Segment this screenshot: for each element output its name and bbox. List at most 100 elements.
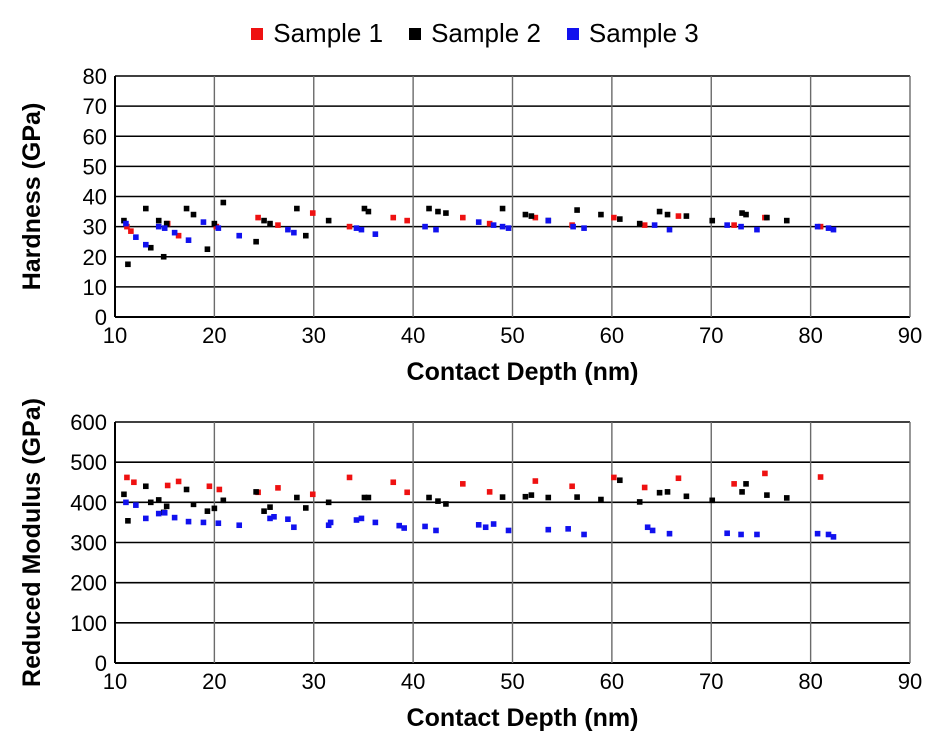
data-point (565, 526, 571, 532)
data-point (422, 223, 428, 230)
data-point (505, 225, 512, 231)
data-point (143, 515, 149, 522)
data-point (598, 496, 604, 503)
x-tick-label: 80 (798, 669, 822, 694)
x-tick-label: 10 (103, 669, 127, 694)
data-point (325, 217, 332, 224)
data-point (486, 220, 493, 227)
data-point (275, 222, 281, 228)
data-point (675, 475, 682, 482)
data-point (327, 519, 334, 526)
data-point (143, 205, 149, 212)
data-point (121, 491, 127, 498)
data-point (121, 217, 127, 224)
data-point (709, 497, 716, 504)
data-point (443, 501, 449, 507)
data-point (160, 253, 167, 260)
data-point (664, 489, 671, 495)
data-point (215, 520, 222, 527)
data-point (636, 220, 643, 227)
x-tick-label: 20 (202, 323, 226, 348)
data-point (204, 508, 211, 514)
data-point (294, 494, 300, 501)
data-point (528, 213, 535, 219)
legend-item-sample-1: Sample 1 (251, 18, 383, 49)
data-point (738, 531, 744, 538)
data-point (303, 505, 309, 511)
data-point (211, 220, 218, 227)
data-point (499, 223, 506, 230)
series-sample-3 (123, 217, 837, 248)
data-point (754, 226, 760, 233)
data-point (183, 205, 190, 212)
y-tick-label: 400 (70, 490, 107, 515)
data-point (309, 210, 316, 216)
legend-label-sample-1: Sample 1 (273, 18, 384, 48)
data-point (783, 495, 790, 501)
data-point (206, 483, 213, 490)
x-tick-label: 30 (302, 323, 326, 348)
x-tick-label: 10 (103, 323, 127, 348)
x-tick-label: 40 (401, 669, 425, 694)
legend: Sample 1 Sample 2 Sample 3 (0, 18, 950, 49)
data-point (522, 211, 529, 218)
x-tick-label: 70 (699, 323, 723, 348)
data-point (683, 493, 690, 500)
data-point (353, 517, 360, 523)
data-point (372, 231, 379, 237)
data-point (739, 489, 745, 495)
y-tick-label: 50 (83, 154, 107, 179)
y-tick-label: 20 (83, 245, 107, 270)
y-tick-label: 80 (83, 64, 107, 89)
data-point (267, 504, 273, 510)
data-point (358, 515, 365, 522)
data-point (133, 502, 139, 508)
data-point (353, 225, 360, 231)
data-point (404, 217, 410, 224)
data-point (644, 524, 651, 531)
data-point (762, 470, 768, 477)
data-point (285, 226, 291, 233)
data-point (346, 474, 353, 481)
data-point (482, 524, 489, 531)
data-point (743, 211, 749, 218)
data-point (499, 205, 506, 212)
x-tick-label: 50 (500, 323, 524, 348)
y-tick-label: 600 (70, 410, 107, 435)
data-point (155, 510, 162, 517)
data-point (532, 214, 539, 221)
data-point (433, 527, 439, 534)
data-point (220, 199, 227, 206)
data-point (291, 524, 297, 531)
data-point (161, 225, 168, 231)
data-point (825, 225, 832, 231)
data-point (545, 526, 552, 533)
data-point (656, 489, 663, 496)
data-point (817, 474, 824, 480)
data-point (190, 501, 197, 508)
data-point (253, 238, 259, 245)
data-point (830, 226, 837, 233)
data-point (204, 246, 211, 253)
data-point (164, 482, 171, 489)
data-point (267, 515, 273, 522)
data-point (664, 211, 671, 218)
series-sample-2 (121, 477, 790, 524)
data-point (724, 530, 730, 537)
series-sample-2 (121, 199, 790, 268)
data-point (267, 220, 273, 227)
data-point (236, 522, 243, 529)
data-point (175, 478, 182, 485)
data-point (255, 214, 261, 221)
x-tick-label: 20 (202, 669, 226, 694)
data-point (361, 205, 368, 212)
data-point (460, 481, 466, 487)
data-point (649, 527, 656, 534)
data-point (123, 499, 129, 506)
y-tick-label: 0 (95, 651, 107, 676)
data-point (651, 222, 658, 228)
data-point (739, 210, 745, 216)
data-point (325, 522, 332, 529)
data-point (460, 214, 466, 221)
